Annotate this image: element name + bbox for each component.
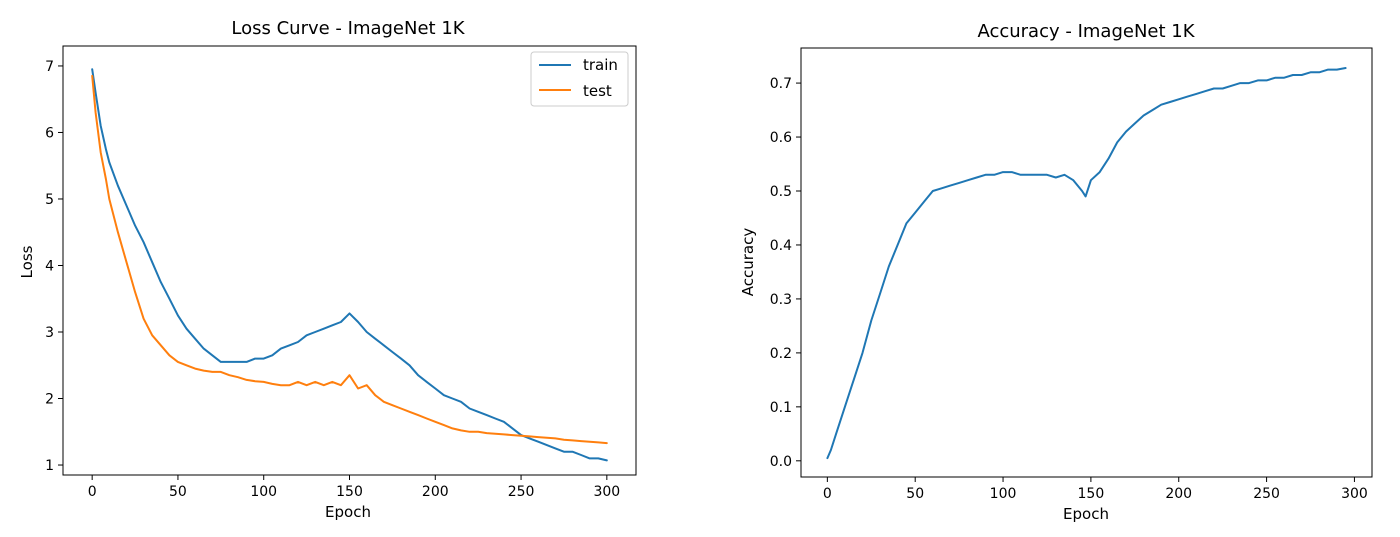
loss-series-test-line [91, 74, 608, 445]
loss-x-tick-label: 100 [250, 484, 277, 500]
loss-y-tick-label: 4 [45, 258, 54, 274]
accuracy-y-tick-label: 0.1 [770, 400, 792, 416]
accuracy-axes: 0 50 100 150 200 250 300 0.0 0.1 0.2 0.3 0.4 0.5 0.6 0… [770, 76, 1368, 502]
loss-x-tick-label: 0 [88, 484, 97, 500]
loss-x-tick-label: 250 [508, 484, 535, 500]
accuracy-y-tick-label: 0.3 [770, 292, 792, 308]
accuracy-x-tick-label: 100 [990, 486, 1017, 502]
loss-y-tick-label: 5 [45, 192, 54, 208]
loss-x-tick-label: 50 [169, 484, 187, 500]
accuracy-y-tick-label: 0.2 [770, 346, 792, 362]
accuracy-x-axis-label: Epoch [1063, 505, 1109, 523]
legend-test-label: test [583, 82, 612, 100]
loss-x-tick-label: 200 [422, 484, 449, 500]
accuracy-y-tick-label: 0.0 [770, 454, 792, 470]
loss-x-tick-label: 150 [336, 484, 363, 500]
loss-plot-frame [62, 45, 637, 476]
loss-y-tick-label: 2 [45, 392, 54, 408]
loss-series-train-line [91, 68, 608, 462]
loss-y-tick-label: 1 [45, 458, 54, 474]
accuracy-plot: Accuracy - ImageNet 1K 0 50 100 150 200 250 30… [739, 21, 1373, 523]
loss-y-tick-label: 3 [45, 325, 54, 341]
accuracy-x-tick-label: 250 [1253, 486, 1280, 502]
loss-axes: 0 50 100 150 200 250 300 1 2 3 4 5 6 7 [45, 59, 620, 500]
accuracy-x-tick-label: 150 [1078, 486, 1105, 502]
loss-y-tick-label: 6 [45, 125, 54, 141]
loss-legend: train test [530, 51, 629, 107]
loss-x-tick-label: 300 [593, 484, 620, 500]
loss-chart-title: Loss Curve - ImageNet 1K [231, 18, 465, 39]
accuracy-y-axis-label: Accuracy [739, 228, 757, 297]
loss-x-axis-label: Epoch [325, 503, 371, 521]
accuracy-y-tick-label: 0.7 [770, 76, 792, 92]
accuracy-x-tick-label: 0 [823, 486, 832, 502]
legend-train-label: train [583, 56, 618, 74]
loss-series-layer [91, 68, 608, 462]
accuracy-x-tick-label: 200 [1165, 486, 1192, 502]
accuracy-plot-frame [800, 47, 1373, 478]
loss-y-tick-label: 7 [45, 59, 54, 75]
accuracy-series-layer [826, 67, 1347, 460]
loss-curve-plot: Loss Curve - ImageNet 1K 0 50 100 150 200 250… [18, 18, 637, 521]
loss-y-axis-label: Loss [18, 245, 36, 278]
accuracy-x-tick-label: 50 [906, 486, 924, 502]
accuracy-y-tick-label: 0.6 [770, 130, 792, 146]
accuracy-y-tick-label: 0.4 [770, 238, 792, 254]
accuracy-series-accuracy-line [826, 67, 1347, 460]
accuracy-x-tick-label: 300 [1341, 486, 1368, 502]
accuracy-chart-title: Accuracy - ImageNet 1K [977, 21, 1195, 42]
accuracy-y-tick-label: 0.5 [770, 184, 792, 200]
